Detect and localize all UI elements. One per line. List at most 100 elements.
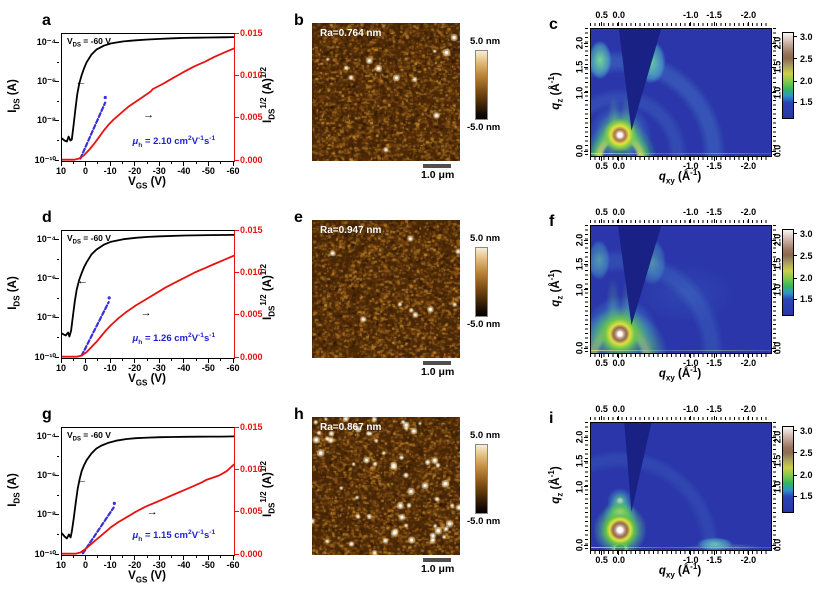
scale-bar <box>423 361 451 365</box>
afm-scale-min-label: -5.0 nm <box>467 516 500 527</box>
minor-ticks <box>590 23 770 26</box>
colorbar-tick-mark <box>793 102 797 103</box>
transfer-plot-area: VDS = -60 V μh = 1.15 cm2V-1s-1 ← → <box>61 427 235 556</box>
y-right-tick-mark <box>235 160 239 161</box>
x-tick-label: -30 <box>153 167 166 176</box>
y-tick-mark-left <box>584 151 588 152</box>
x-minor-tick-mark <box>171 162 172 165</box>
panel-letter: h <box>294 406 304 424</box>
colorbar-tick-mark <box>793 58 797 59</box>
mobility-annotation: μh = 1.26 cm2V-1s-1 <box>133 333 216 344</box>
minor-ticks <box>590 157 770 160</box>
afm-image: Ra=0.947 nm <box>312 220 460 358</box>
colorbar-tick-label: 2.0 <box>800 274 813 283</box>
x-tick-label-bottom: -1.5 <box>706 556 722 565</box>
y-minor-tick-mark <box>57 62 60 63</box>
x-tick-label-bottom: -1.5 <box>706 162 722 171</box>
y-right-tick-label: 0.010 <box>240 268 263 277</box>
giwaxs-colorbar <box>782 229 794 316</box>
y-right-tick-label: 0.005 <box>240 507 263 516</box>
giwaxs-xlabel: qxy (Å-1) <box>659 171 701 183</box>
x-tick-label-top: -1.0 <box>683 11 699 20</box>
panel-letter: e <box>294 209 303 227</box>
transfer-xlabel: VGS (V) <box>128 176 166 188</box>
y-tick-mark-left <box>584 43 588 44</box>
horizon-streak <box>591 350 771 352</box>
x-minor-tick-mark <box>73 556 74 559</box>
y-tick-label: 10⁻⁶ <box>27 274 56 283</box>
panel-letter: i <box>549 410 553 428</box>
x-minor-tick-mark <box>220 556 221 559</box>
y-right-tick-label: 0.005 <box>240 113 263 122</box>
x-minor-tick-mark <box>220 359 221 362</box>
y-tick-label: 10⁻⁴ <box>27 38 56 47</box>
x-tick-label-top: 0.0 <box>613 11 626 20</box>
x-minor-tick-mark <box>171 359 172 362</box>
transfer-ylabel-left: IDS (A) <box>7 473 19 507</box>
y-tick-label-right: 1.5 <box>774 61 783 74</box>
horizon-streak <box>591 153 771 155</box>
x-tick-label: -50 <box>202 561 215 570</box>
transfer-panel: d IDS (A) IDS1/2 (A)1/2 VGS (V) VDS = -6… <box>0 197 285 394</box>
colorbar-tick-mark <box>793 278 797 279</box>
colorbar-tick-mark <box>793 255 797 256</box>
x-tick-label-top: 0.0 <box>613 405 626 414</box>
colorbar-tick-mark <box>793 475 797 476</box>
x-minor-tick-mark <box>97 162 98 165</box>
afm-image-canvas <box>312 23 460 161</box>
y-tick-mark-left <box>584 264 588 265</box>
colorbar-tick-mark <box>793 299 797 300</box>
afm-image-canvas <box>312 417 460 555</box>
x-tick-mark-top <box>714 22 715 26</box>
afm-panel: b Ra=0.764 nm 5.0 nm -5.0 nm 1.0 μm <box>285 0 540 197</box>
afm-panel: e Ra=0.947 nm 5.0 nm -5.0 nm 1.0 μm <box>285 197 540 394</box>
y-tick-label-right: 0.0 <box>774 145 783 158</box>
y-tick-label: 10⁻⁶ <box>27 471 56 480</box>
x-tick-label-bottom: -1.0 <box>683 162 699 171</box>
roughness-label: Ra=0.867 nm <box>320 422 381 433</box>
x-tick-label-bottom: 0.5 <box>595 162 608 171</box>
y-minor-tick-mark <box>57 259 60 260</box>
horizon-streak <box>591 547 771 549</box>
x-tick-label: -10 <box>104 364 117 373</box>
y-minor-tick-mark <box>57 456 60 457</box>
y-minor-tick-mark <box>57 534 60 535</box>
colorbar-tick-label: 1.5 <box>800 98 813 107</box>
x-minor-tick-mark <box>196 359 197 362</box>
colorbar-tick-label: 2.0 <box>800 471 813 480</box>
y-tick-label-right: 2.0 <box>774 431 783 444</box>
x-tick-mark-top <box>748 219 749 223</box>
colorbar-tick-mark <box>793 496 797 497</box>
y-right-tick-mark <box>235 272 239 273</box>
x-minor-tick-mark <box>196 556 197 559</box>
y-tick-label: 10⁻⁸ <box>27 313 56 322</box>
x-tick-label: 10 <box>56 561 66 570</box>
giwaxs-ylabel: qz (Å-1) <box>550 72 562 109</box>
y-tick-label: 10⁻¹⁰ <box>27 550 56 559</box>
y-tick-label-left: 2.0 <box>576 234 585 247</box>
y-tick-label-left: 2.0 <box>576 37 585 50</box>
y-right-tick-label: 0.015 <box>240 226 263 235</box>
roughness-label: Ra=0.947 nm <box>320 225 381 236</box>
transfer-panel: g IDS (A) IDS1/2 (A)1/2 VGS (V) VDS = -6… <box>0 394 285 592</box>
giwaxs-panel: c qz (Å-1) qxy (Å-1) 0.5 0.5 0.0 0.0 -1.0 -1.… <box>540 0 823 197</box>
transfer-xlabel: VGS (V) <box>128 570 166 582</box>
x-tick-label-top: -2.0 <box>741 405 757 414</box>
transfer-ylabel-left: IDS (A) <box>7 79 19 113</box>
x-tick-mark-top <box>690 219 691 223</box>
y-tick-mark-left <box>584 240 588 241</box>
y-tick-label-right: 1.0 <box>774 87 783 100</box>
x-minor-tick-mark <box>147 556 148 559</box>
x-tick-label-top: -1.5 <box>706 11 722 20</box>
y-right-tick-mark <box>235 427 239 428</box>
scale-bar-label: 1.0 μm <box>421 366 454 378</box>
x-tick-label: 0 <box>83 561 88 570</box>
giwaxs-map <box>590 28 772 157</box>
x-tick-label: -60 <box>226 167 239 176</box>
x-tick-mark-top <box>618 416 619 420</box>
y-tick-label-right: 0.0 <box>774 539 783 552</box>
y-minor-tick-mark <box>57 337 60 338</box>
giwaxs-ylabel: qz (Å-1) <box>550 466 562 503</box>
panel-letter: d <box>42 209 52 227</box>
y-tick-label-right: 2.0 <box>774 37 783 50</box>
